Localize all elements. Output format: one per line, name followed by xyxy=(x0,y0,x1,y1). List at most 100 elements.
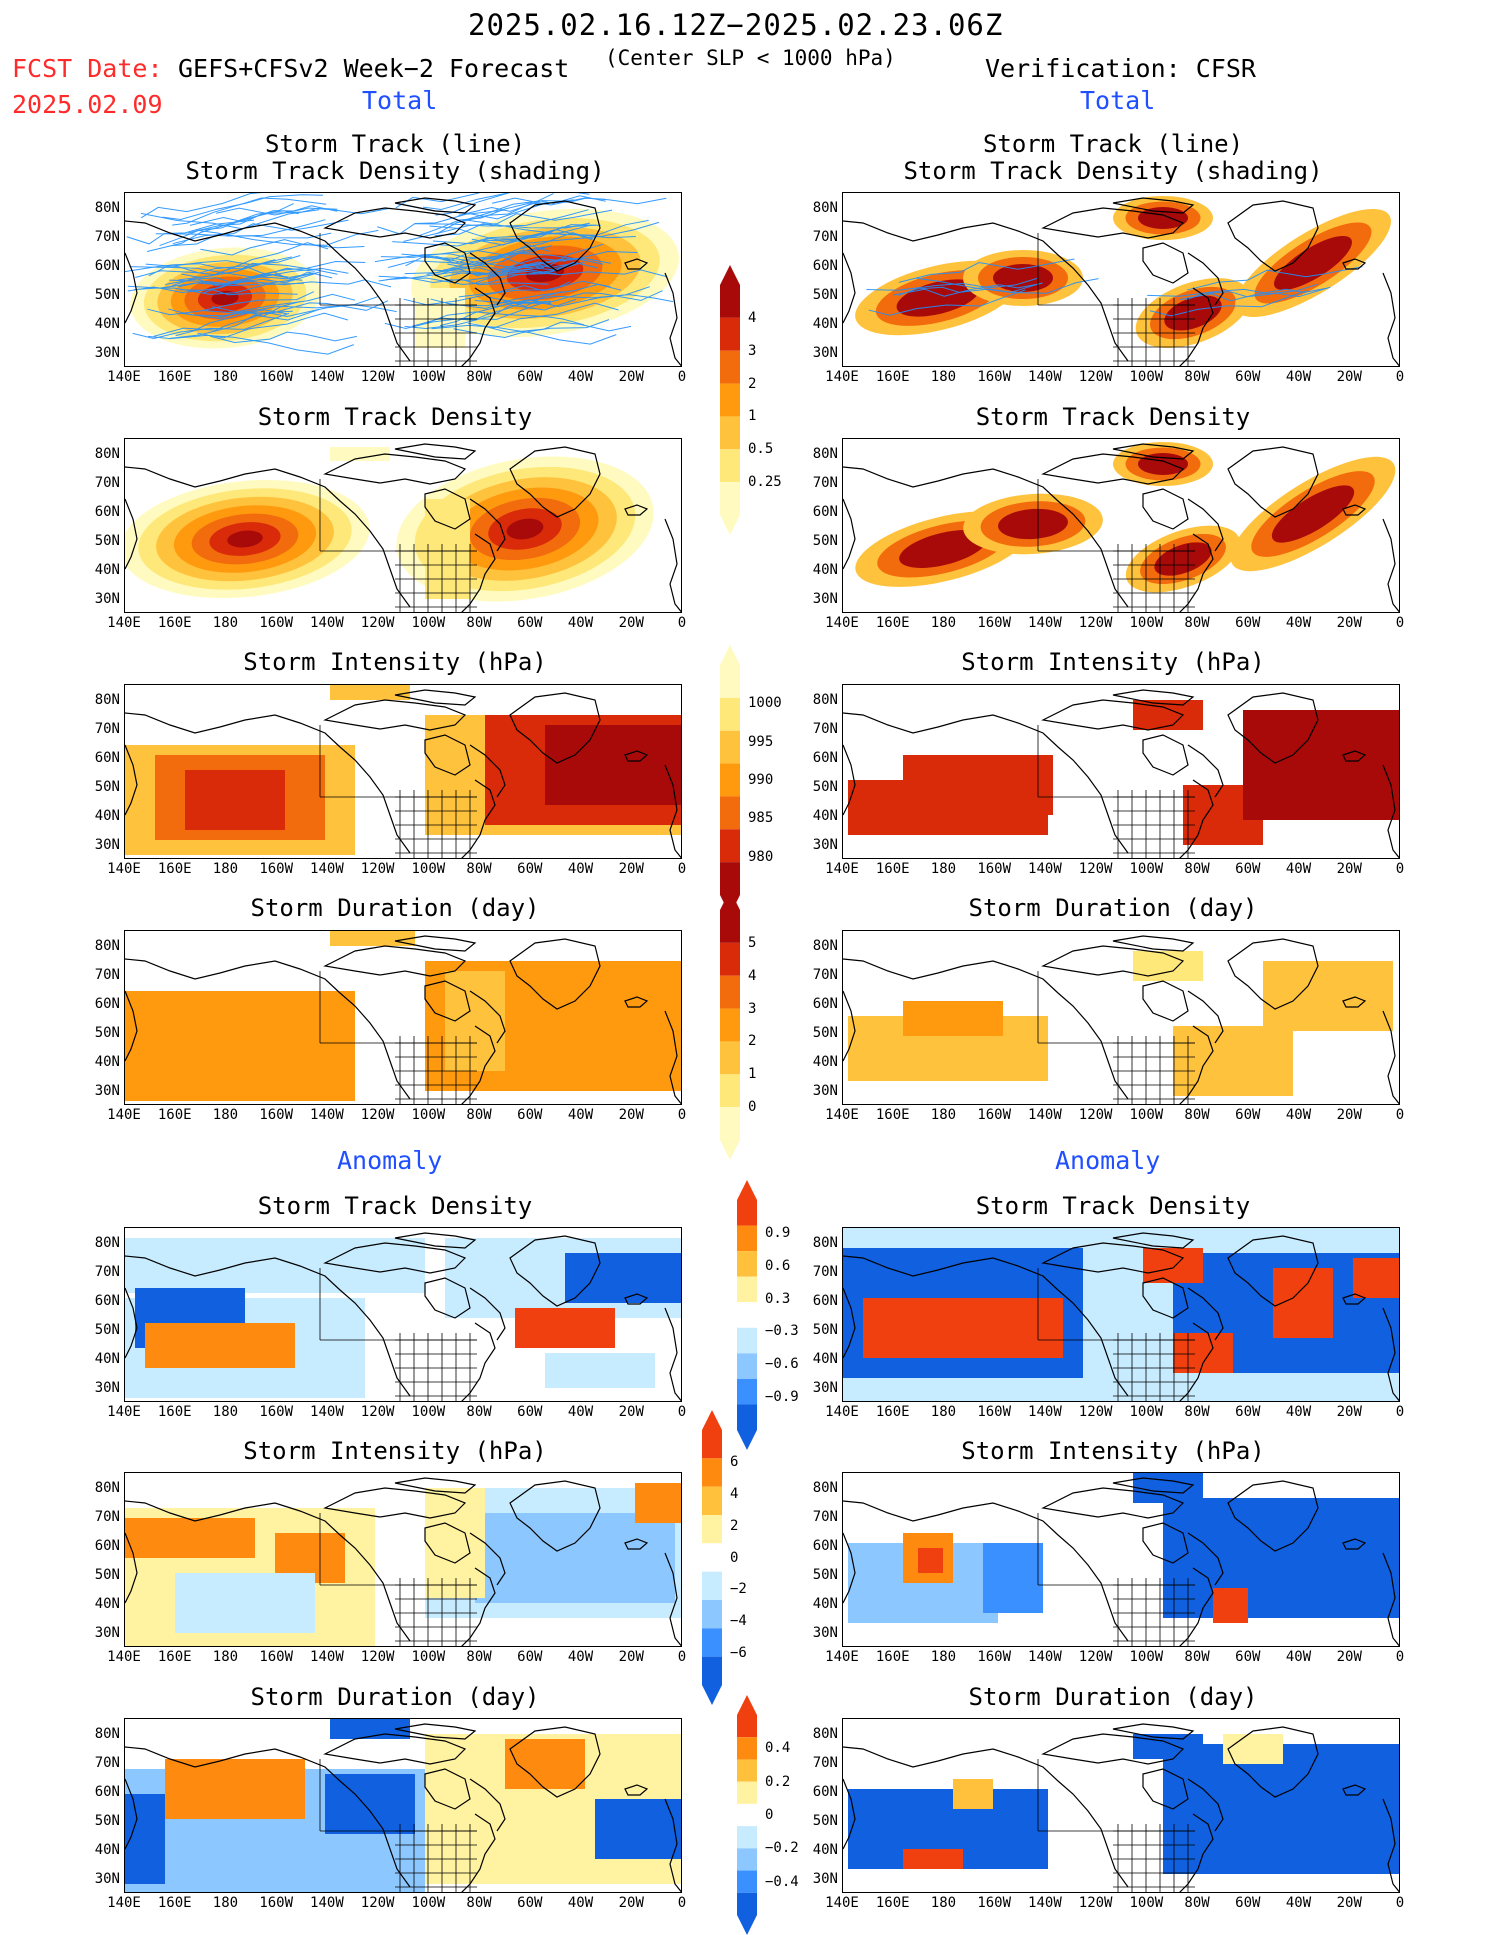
lon-tick-label: 100W xyxy=(411,1107,446,1123)
panel-subtitle: Storm Track Density (shading) xyxy=(185,157,605,185)
lon-tick-label: 140E xyxy=(107,861,141,877)
lat-tick-label: 60N xyxy=(812,504,838,520)
lat-tick-label: 40N xyxy=(812,1842,838,1858)
lon-tick-label: 60W xyxy=(517,615,543,631)
lon-tick-label: 140E xyxy=(825,1107,859,1123)
lon-tick-label: 180 xyxy=(930,1895,957,1911)
anom-patch xyxy=(863,1298,1063,1358)
total-label-left: Total xyxy=(362,86,438,115)
colorbar-tick-label: −0.4 xyxy=(765,1873,799,1890)
colorbar-tick-label: 3 xyxy=(748,342,757,359)
lat-tick-label: 40N xyxy=(812,1351,838,1367)
colorbar-tick-label: −0.6 xyxy=(765,1356,799,1373)
lat-tick-label: 50N xyxy=(812,779,838,795)
state-borders xyxy=(1037,479,1195,612)
lon-tick-label: 140W xyxy=(1028,1107,1062,1123)
anom-patch xyxy=(983,1543,1043,1613)
anom-intensity-colorbar xyxy=(702,1410,722,1705)
lon-tick-label: 120W xyxy=(360,1107,395,1123)
lon-tick-label: 40W xyxy=(1285,861,1312,877)
lat-tick-label: 40N xyxy=(94,562,120,578)
hudson-density xyxy=(425,499,470,599)
lon-tick-label: 140W xyxy=(1028,369,1062,385)
lon-tick-label: 80W xyxy=(466,1107,492,1123)
state-borders xyxy=(319,725,477,858)
lon-tick-label: 100W xyxy=(411,1649,446,1665)
coastline xyxy=(843,935,1399,1104)
lon-tick-label: 160W xyxy=(259,1107,294,1123)
panel-title: Storm Intensity (hPa) xyxy=(243,1437,547,1465)
lon-tick-label: 40W xyxy=(1285,1107,1312,1123)
colorbar-tick-label: 0.4 xyxy=(765,1740,791,1757)
lat-tick-label: 40N xyxy=(812,1054,838,1070)
lat-tick-label: 70N xyxy=(812,967,838,983)
total-label-right: Total xyxy=(1080,86,1156,115)
colorbar-tick-label: −0.2 xyxy=(765,1840,799,1857)
lat-tick-label: 60N xyxy=(812,996,838,1012)
lat-tick-label: 60N xyxy=(812,750,838,766)
panel-title: Storm Track (line) xyxy=(264,130,526,158)
lon-tick-label: 120W xyxy=(360,1895,395,1911)
track-density-colorbar xyxy=(720,265,740,535)
lon-tick-label: 120W xyxy=(1078,615,1113,631)
colorbar-tick-label: 2 xyxy=(748,1033,757,1050)
lat-tick-label: 50N xyxy=(812,533,838,549)
panel-title: Storm Duration (day) xyxy=(968,894,1258,922)
lat-tick-label: 80N xyxy=(812,692,838,708)
coastline xyxy=(125,935,681,1104)
state-borders xyxy=(319,971,477,1104)
lon-tick-label: 60W xyxy=(517,1895,543,1911)
lat-tick-label: 50N xyxy=(812,1322,838,1338)
forecast-desc: GEFS+CFSv2 Week−2 Forecast xyxy=(178,54,570,83)
lon-tick-label: 160E xyxy=(157,1649,192,1665)
lon-tick-label: 160E xyxy=(875,615,910,631)
lon-tick-label: 180 xyxy=(212,861,239,877)
lon-tick-label: 140E xyxy=(107,1404,141,1420)
colorbar-tick-label: 0.3 xyxy=(765,1290,791,1307)
lon-tick-label: 100W xyxy=(411,1895,446,1911)
anom-patch xyxy=(1143,1248,1203,1283)
lat-tick-label: 70N xyxy=(812,721,838,737)
coastline xyxy=(125,1723,681,1892)
lon-tick-label: 140E xyxy=(825,369,859,385)
lon-tick-label: 140W xyxy=(1028,615,1062,631)
lon-tick-label: 180 xyxy=(212,369,239,385)
track-density-map xyxy=(124,438,682,613)
colorbar-tick-label: 0 xyxy=(730,1549,739,1566)
lat-tick-label: 30N xyxy=(94,1625,120,1641)
lon-tick-label: 20W xyxy=(618,1895,644,1911)
anom-patch xyxy=(145,1323,295,1368)
storm-tracks xyxy=(866,258,1099,316)
anom-patch xyxy=(1223,1734,1283,1764)
lat-tick-label: 50N xyxy=(94,287,120,303)
period-title: 2025.02.16.12Z−2025.02.23.06Z xyxy=(468,8,1004,42)
lon-tick-label: 160W xyxy=(259,369,294,385)
lon-tick-label: 120W xyxy=(360,1649,395,1665)
colorbar-tick-label: 2 xyxy=(748,375,757,392)
anom-patch xyxy=(918,1548,943,1573)
arctic-density xyxy=(330,447,390,461)
lon-tick-label: 20W xyxy=(1336,615,1362,631)
colorbar-tick-label: 0 xyxy=(765,1807,774,1823)
anom-duration-map xyxy=(842,1718,1400,1893)
lon-tick-label: 140W xyxy=(310,1895,344,1911)
anom-patch xyxy=(125,1238,425,1293)
lon-tick-label: 0 xyxy=(1395,1404,1405,1420)
storm-track-map xyxy=(124,192,682,367)
anom-patch xyxy=(565,1253,681,1303)
lon-tick-label: 20W xyxy=(1336,369,1362,385)
colorbar-tick-label: 990 xyxy=(748,772,774,788)
lon-tick-label: 20W xyxy=(618,1404,644,1420)
lon-tick-label: 20W xyxy=(1336,1649,1362,1665)
state-borders xyxy=(319,1268,477,1401)
lat-tick-label: 80N xyxy=(812,446,838,462)
lon-tick-label: 160W xyxy=(259,1649,294,1665)
duration-patch xyxy=(903,1001,1003,1036)
lon-tick-label: 60W xyxy=(517,1107,543,1123)
lon-tick-label: 0 xyxy=(1395,861,1405,877)
panel-title: Storm Intensity (hPa) xyxy=(961,648,1265,676)
panel-title: Storm Intensity (hPa) xyxy=(961,1437,1265,1465)
lat-tick-label: 30N xyxy=(94,345,120,361)
state-borders xyxy=(319,1513,477,1646)
anom-patch xyxy=(635,1483,681,1523)
